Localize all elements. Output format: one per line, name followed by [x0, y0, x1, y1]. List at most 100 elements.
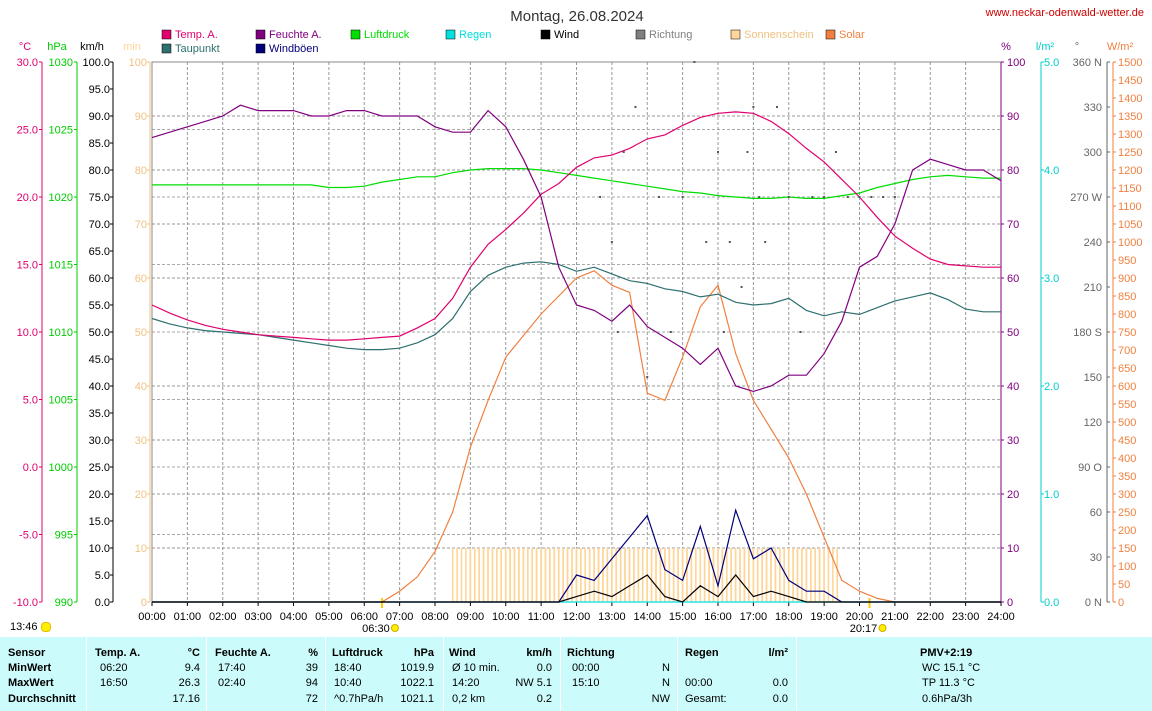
x-tick-label: 21:00 [881, 611, 909, 623]
axis-tick-label-wind: 75.0 [89, 192, 110, 204]
axis-tick-label-solar: 300 [1118, 489, 1136, 501]
axis-tick-label-solar: 1400 [1118, 93, 1142, 105]
extra-info: WC 15.1 °C [922, 662, 981, 674]
axis-tick-label-wind: 90.0 [89, 111, 110, 123]
axis-tick-label-wind: 45.0 [89, 354, 110, 366]
x-tick-label: 16:00 [704, 611, 732, 623]
axis-tick-label-humidity: 40 [1007, 381, 1019, 393]
axis-tick-label-rain: 4.0 [1044, 165, 1059, 177]
axis-tick-label-pressure: 995 [55, 530, 73, 542]
wind-info: 14:20 [452, 677, 480, 689]
axis-tick-label-wind: 55.0 [89, 300, 110, 312]
direction-point [893, 196, 896, 198]
x-tick-label: 05:00 [315, 611, 343, 623]
dir-time: 00:00 [572, 662, 600, 674]
direction-point [870, 196, 873, 198]
x-tick-label: 18:00 [775, 611, 803, 623]
row-label: MinWert [8, 662, 52, 674]
hum-value: 39 [305, 662, 318, 674]
axis-tick-label-pressure: 1000 [49, 462, 73, 474]
wind-info: 0,2 km [452, 693, 486, 705]
axis-tick-label-pressure: 1005 [49, 395, 73, 407]
x-tick-label: 23:00 [952, 611, 980, 623]
header-pmv: PMV+2:19 [920, 647, 973, 659]
rain-value: 0.0 [772, 677, 788, 689]
axis-tick-label-solar: 550 [1118, 399, 1136, 411]
header-press: Luftdruck [332, 647, 383, 659]
hum-value: 94 [305, 677, 318, 689]
chart-axes: °C hPa km/h min% l/m² ° W/m² 30.0 25.0 20.0 15.0 10… [13, 41, 1143, 635]
direction-point [746, 151, 749, 153]
hum-value: 72 [305, 693, 318, 705]
direction-point [799, 331, 802, 333]
legend-label: Solar [839, 29, 865, 41]
axis-tick-label-sun: 100 [129, 57, 147, 69]
axis-tick-label-solar: 200 [1118, 525, 1136, 537]
rain-info: Gesamt: [685, 693, 727, 705]
axis-tick-label-wind: 20.0 [89, 489, 110, 501]
direction-point [811, 196, 814, 198]
chart-title: Montag, 26.08.2024 [510, 8, 643, 25]
sunrise-icon [390, 624, 399, 632]
axis-tick-label-solar: 1100 [1118, 201, 1142, 213]
axis-tick-label-sun: 10 [135, 543, 147, 555]
hum-time: 17:40 [218, 662, 246, 674]
axis-tick-label-sun: 70 [135, 219, 147, 231]
axis-tick-label-wind: 50.0 [89, 327, 110, 339]
axis-tick-label-pressure: 1020 [49, 192, 73, 204]
site-url[interactable]: www.neckar-odenwald-wetter.de [985, 7, 1144, 19]
header-wind: Wind [449, 647, 476, 659]
temp-time: 06:20 [100, 662, 128, 674]
axis-tick-label-solar: 0 [1118, 597, 1124, 609]
direction-point [834, 151, 837, 153]
direction-point [764, 241, 767, 243]
axis-tick-label-solar: 600 [1118, 381, 1136, 393]
legend-label: Taupunkt [175, 43, 220, 55]
axis-tick-label-sun: 50 [135, 327, 147, 339]
axis-tick-label-pressure: 990 [55, 597, 73, 609]
axis-tick-label-pressure: 1030 [49, 57, 73, 69]
legend-label: Luftdruck [364, 29, 410, 41]
axis-tick-label-solar: 1050 [1118, 219, 1142, 231]
legend-swatch [825, 29, 836, 40]
press-time: 18:40 [334, 662, 362, 674]
sunrise-time: 06:30 [362, 623, 390, 635]
sunset-time: 20:17 [850, 623, 878, 635]
x-tick-label: 11:00 [528, 611, 555, 623]
x-tick-label: 01:00 [174, 611, 202, 623]
axis-tick-label-solar: 950 [1118, 255, 1136, 267]
axis-tick-label-wind: 80.0 [89, 165, 110, 177]
extra-info: 0.6hPa/3h [922, 693, 973, 705]
axis-tick-label-solar: 650 [1118, 363, 1136, 375]
direction-point [669, 331, 672, 333]
axis-tick-label-temp: 25.0 [17, 125, 38, 137]
legend-swatch [255, 29, 266, 40]
legend-label: Regen [459, 29, 491, 41]
table-divider [443, 637, 444, 711]
axis-tick-label-wind: 60.0 [89, 273, 110, 285]
dir-time: 15:10 [572, 677, 600, 689]
direction-point [693, 61, 696, 63]
header-wind-unit: km/h [526, 647, 552, 659]
axis-tick-label-solar: 1250 [1118, 147, 1142, 159]
direction-point [740, 286, 743, 288]
axis-tick-label-rain: 2.0 [1044, 381, 1059, 393]
axis-unit-temp: °C [19, 41, 31, 53]
axis-tick-label-humidity: 90 [1007, 111, 1019, 123]
series-feuchtea [151, 104, 1002, 393]
axis-tick-label-solar: 1450 [1118, 75, 1142, 87]
table-divider [325, 637, 326, 711]
press-time: 10:40 [334, 677, 362, 689]
axis-tick-label-direction: 180 S [1073, 327, 1102, 339]
legend-label: Richtung [649, 29, 692, 41]
axis-tick-label-temp: 0.0 [23, 462, 38, 474]
direction-point [775, 106, 778, 108]
x-tick-label: 24:00 [987, 611, 1015, 623]
series-wind [152, 574, 1001, 603]
temp-value: 9.4 [184, 662, 200, 674]
axis-tick-label-temp: -5.0 [19, 530, 38, 542]
direction-point [599, 196, 602, 198]
wind-info: Ø 10 min. [452, 662, 500, 674]
axis-tick-label-direction: 120 [1084, 417, 1102, 429]
axis-tick-label-wind: 25.0 [89, 462, 110, 474]
